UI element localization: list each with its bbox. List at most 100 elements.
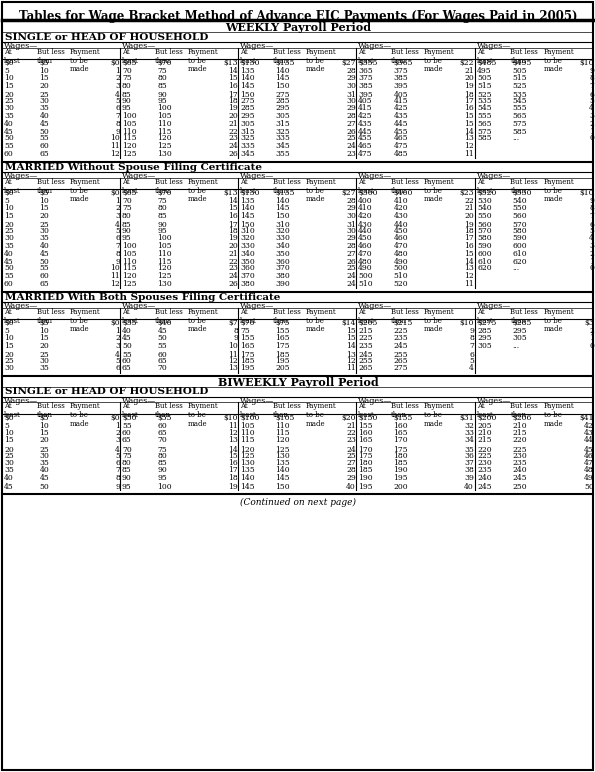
Text: 610: 610 xyxy=(477,259,491,266)
Text: $75: $75 xyxy=(275,320,290,327)
Text: 15: 15 xyxy=(346,334,356,343)
Text: 17: 17 xyxy=(228,466,238,475)
Text: $400: $400 xyxy=(393,189,413,198)
Text: 165: 165 xyxy=(240,342,255,350)
Text: 26: 26 xyxy=(346,259,356,266)
Text: 130: 130 xyxy=(158,150,172,157)
Text: 425: 425 xyxy=(358,112,372,120)
Text: Payment
to be
made: Payment to be made xyxy=(70,308,101,334)
Text: 330: 330 xyxy=(240,242,255,250)
Text: Wages—: Wages— xyxy=(4,172,38,181)
Text: At
least: At least xyxy=(4,178,21,195)
Text: 150: 150 xyxy=(240,91,255,99)
Text: 45: 45 xyxy=(4,128,14,137)
Text: 565: 565 xyxy=(513,112,527,120)
Text: 2: 2 xyxy=(589,327,594,335)
Text: 5: 5 xyxy=(4,67,9,75)
Text: 7: 7 xyxy=(115,112,120,120)
Text: At
least: At least xyxy=(477,402,494,419)
Text: 115: 115 xyxy=(158,128,172,137)
Text: 415: 415 xyxy=(358,104,372,113)
Text: Wages—: Wages— xyxy=(4,397,38,405)
Text: 7: 7 xyxy=(469,342,474,350)
Text: 60: 60 xyxy=(158,422,167,429)
Text: 60: 60 xyxy=(39,142,49,150)
Text: 5: 5 xyxy=(115,357,120,365)
Text: At
least: At least xyxy=(240,402,257,419)
Text: 180: 180 xyxy=(393,452,408,459)
Text: 385: 385 xyxy=(393,75,408,83)
Text: 100: 100 xyxy=(158,235,172,242)
Text: 55: 55 xyxy=(4,142,14,150)
Text: 500: 500 xyxy=(393,265,408,273)
Text: 370: 370 xyxy=(240,272,255,280)
Text: 2: 2 xyxy=(115,429,120,437)
Text: 275: 275 xyxy=(240,97,255,105)
Text: 120: 120 xyxy=(240,445,255,453)
Text: 28: 28 xyxy=(346,466,356,475)
Text: Payment
to be
made: Payment to be made xyxy=(424,402,455,428)
Text: 195: 195 xyxy=(393,474,408,482)
Text: $5: $5 xyxy=(39,189,49,198)
Text: 130: 130 xyxy=(240,459,255,467)
Text: 460: 460 xyxy=(358,242,372,250)
Text: 75: 75 xyxy=(158,445,167,453)
Text: 45: 45 xyxy=(39,249,49,258)
Text: 555: 555 xyxy=(513,104,527,113)
Text: 20: 20 xyxy=(39,342,49,350)
Text: Wages—: Wages— xyxy=(477,42,511,50)
Text: 60: 60 xyxy=(4,279,14,287)
Text: Wages—: Wages— xyxy=(122,42,156,50)
Text: 65: 65 xyxy=(39,150,49,157)
Text: 110: 110 xyxy=(122,259,137,266)
Text: 175: 175 xyxy=(358,452,372,459)
Text: Payment
to be
made: Payment to be made xyxy=(544,48,574,73)
Text: 50: 50 xyxy=(39,128,49,137)
Text: Wages—: Wages— xyxy=(358,42,392,50)
Text: 275: 275 xyxy=(393,364,408,373)
Text: 390: 390 xyxy=(275,279,290,287)
Text: 70: 70 xyxy=(122,445,131,453)
Text: $65: $65 xyxy=(122,59,136,67)
Text: (Continued on next page): (Continued on next page) xyxy=(240,498,356,507)
Text: 32: 32 xyxy=(464,422,474,429)
Text: 6: 6 xyxy=(589,91,594,99)
Text: 375: 375 xyxy=(393,67,408,75)
Text: 2: 2 xyxy=(589,120,594,127)
Text: At
least: At least xyxy=(477,178,494,195)
Text: $530: $530 xyxy=(513,189,532,198)
Text: 8: 8 xyxy=(469,334,474,343)
Text: 560: 560 xyxy=(477,221,491,229)
Text: 6: 6 xyxy=(115,364,120,373)
Text: 28: 28 xyxy=(346,67,356,75)
Text: 21: 21 xyxy=(228,120,238,127)
Text: 11: 11 xyxy=(464,150,474,157)
Text: 125: 125 xyxy=(240,452,255,459)
Text: SINGLE or HEAD OF HOUSEHOLD: SINGLE or HEAD OF HOUSEHOLD xyxy=(5,388,208,397)
Text: 150: 150 xyxy=(240,221,255,229)
Text: 10: 10 xyxy=(228,342,238,350)
Text: 12: 12 xyxy=(228,357,238,365)
Text: 2: 2 xyxy=(115,205,120,212)
Text: $206: $206 xyxy=(513,414,532,422)
Text: Payment
to be
made: Payment to be made xyxy=(188,308,219,334)
Text: 520: 520 xyxy=(393,279,408,287)
Text: 4: 4 xyxy=(115,221,120,229)
Text: $130: $130 xyxy=(240,59,259,67)
Text: Payment
to be
made: Payment to be made xyxy=(70,178,101,203)
Text: 14: 14 xyxy=(228,197,238,205)
Text: 510: 510 xyxy=(358,279,372,287)
Text: 95: 95 xyxy=(158,227,167,235)
Text: Payment
to be
made: Payment to be made xyxy=(544,308,574,334)
Text: 12: 12 xyxy=(110,150,120,157)
Text: 15: 15 xyxy=(4,212,14,220)
Text: 29: 29 xyxy=(346,75,356,83)
Text: 40: 40 xyxy=(122,327,131,335)
Text: 430: 430 xyxy=(358,221,372,229)
Text: 9: 9 xyxy=(469,327,474,335)
Text: 460: 460 xyxy=(393,235,408,242)
Text: 27: 27 xyxy=(346,459,356,467)
Text: 310: 310 xyxy=(240,227,255,235)
Text: 75: 75 xyxy=(122,452,131,459)
Text: 3: 3 xyxy=(115,342,120,350)
